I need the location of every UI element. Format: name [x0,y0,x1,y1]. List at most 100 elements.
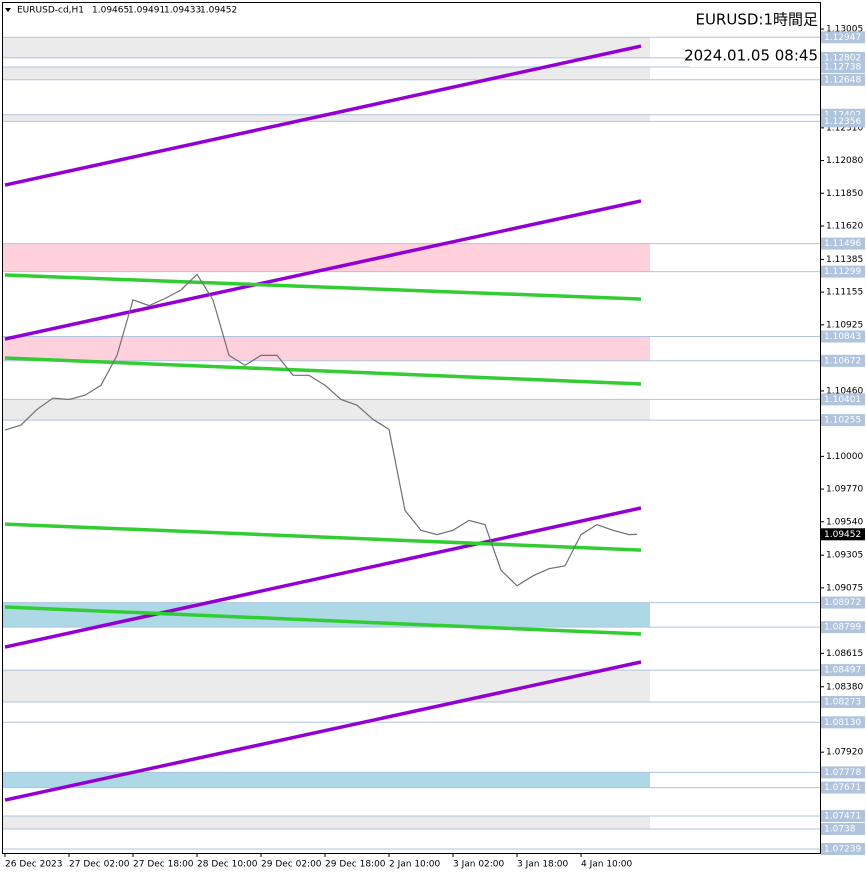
y-tick-label: 1.10000 [826,452,863,462]
price-label-box [821,781,865,794]
price-label-box [821,31,865,44]
price-label-box [821,51,865,64]
y-tick-label: 1.07920 [826,748,863,758]
price-label-box [821,596,865,609]
x-tick-label: 3 Jan 02:00 [453,860,505,870]
y-tick-label: 1.10925 [826,320,863,330]
price-label: 1.12648 [824,75,861,85]
y-tick-label: 1.11850 [826,189,863,199]
zone [3,399,650,421]
symbol: EURUSD-cd,H1 [17,6,84,16]
price-label-box [821,621,865,634]
trendline [4,660,642,802]
menu-arrow [5,8,11,12]
price-label-box [821,115,865,128]
current-price-label: 1.09452 [824,530,861,540]
x-tick-label: 3 Jan 18:00 [517,860,569,870]
price-label: 1.10255 [824,416,861,426]
ohlc-high: 1.09491 [128,6,165,16]
y-tick-label: 1.11385 [826,255,863,265]
trendline [4,522,642,552]
price-label: 1.12356 [824,117,861,127]
price-label: 1.08972 [824,598,861,608]
price-label: 1.10672 [824,356,861,366]
price-label: 1.08799 [824,623,861,633]
x-tick-label: 26 Dec 2023 [5,860,63,870]
price-label-box [821,843,865,856]
price-label-box [821,695,865,708]
y-tick-label: 1.11620 [826,221,863,231]
price-label: 1.12402 [824,110,861,120]
title-bg [686,8,820,30]
trendline [4,506,642,649]
price-line [4,273,638,587]
price-label: 1.08273 [824,697,861,707]
price-label: 1.12947 [824,33,861,43]
y-tick-label: 1.08615 [826,649,863,659]
ohlc-open: 1.09465 [92,6,129,16]
price-label: 1.10401 [824,395,861,405]
zone [3,66,650,80]
price-label: 1.11299 [824,267,861,277]
price-label-box [821,60,865,73]
trendline [4,273,642,301]
zone [3,816,650,829]
plot-frame [2,2,821,854]
y-tick-label: 1.09770 [826,485,863,495]
price-label: 1.0738 [824,824,856,834]
trendline [4,605,642,636]
current-price-box [821,528,865,541]
price-label-box [821,766,865,779]
zone [3,602,650,628]
price-label-box [821,414,865,427]
x-tick-label: 28 Dec 10:00 [197,860,258,870]
y-tick-label: 1.12310 [826,123,863,133]
y-tick-label: 1.09075 [826,583,863,593]
trendline [4,44,642,187]
ohlc-low: 1.09433 [164,6,201,16]
price-label-box [821,354,865,367]
y-tick-label: 1.09305 [826,551,863,561]
y-tick-label: 1.11155 [826,288,863,298]
x-tick-label: 4 Jan 10:00 [581,860,633,870]
zone [3,114,650,122]
price-label-box [821,330,865,343]
price-label: 1.08130 [824,718,861,728]
price-label: 1.12738 [824,62,861,72]
price-label-box [821,664,865,677]
price-label: 1.10843 [824,332,861,342]
price-label: 1.12802 [824,53,861,63]
zone [3,670,650,702]
price-label: 1.07778 [824,768,861,778]
trendline [4,356,642,386]
y-tick-label: 1.12080 [826,156,863,166]
price-label-box [821,73,865,86]
timestamp-bg [690,45,820,67]
price-label: 1.07239 [824,845,861,855]
zone [3,772,650,788]
price-label: 1.07471 [824,812,861,822]
y-tick-label: 1.08380 [826,682,863,692]
x-tick-label: 27 Dec 18:00 [133,860,194,870]
zone [3,336,650,361]
y-tick-label: 1.13005 [826,25,863,35]
price-label-box [821,716,865,729]
price-label: 1.11496 [824,239,861,249]
zone [3,243,650,272]
x-tick-label: 29 Dec 02:00 [261,860,322,870]
x-tick-label: 27 Dec 02:00 [69,860,130,870]
price-label-box [821,393,865,406]
price-label-box [821,237,865,250]
trendline [4,199,642,341]
y-tick-label: 1.10460 [826,386,863,396]
price-label: 1.08497 [824,666,861,676]
chart-title: EURUSD:1時間足 [695,11,818,29]
x-tick-label: 29 Dec 18:00 [325,860,386,870]
price-label-box [821,822,865,835]
x-tick-label: 2 Jan 10:00 [389,860,441,870]
timestamp: 2024.01.05 08:45 [684,47,818,65]
price-label-box [821,265,865,278]
y-tick-label: 1.09540 [826,517,863,527]
